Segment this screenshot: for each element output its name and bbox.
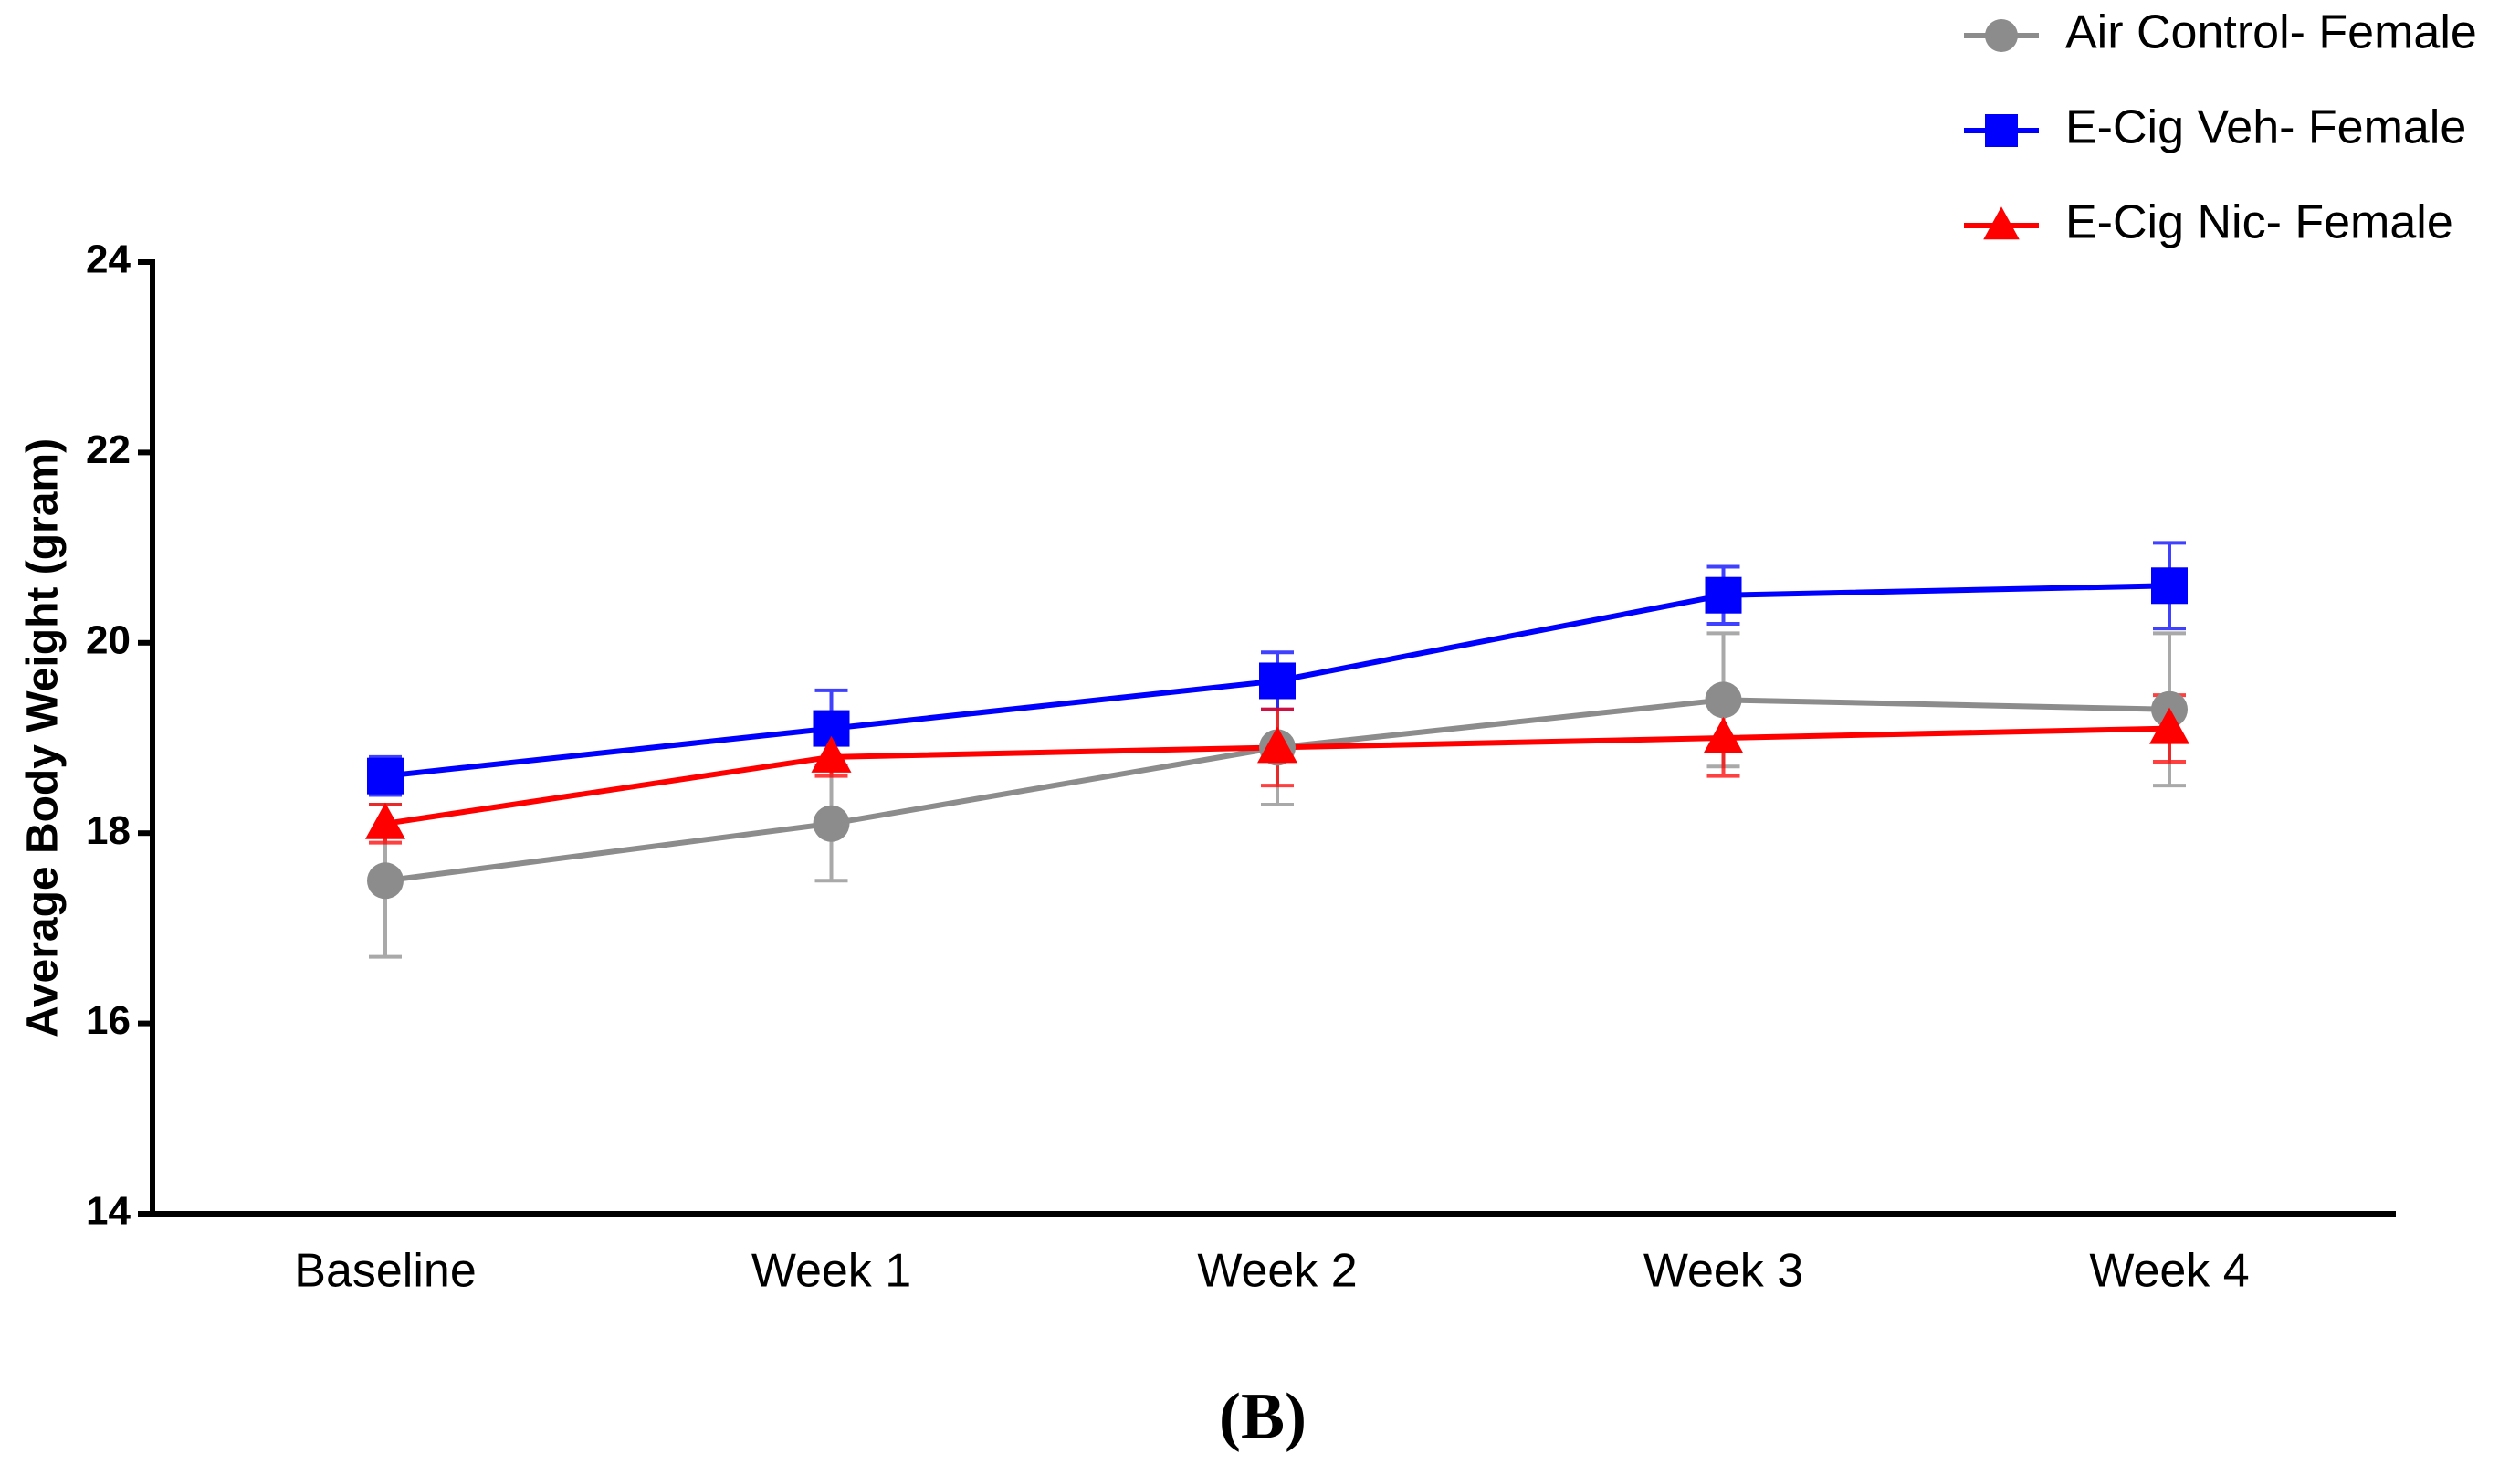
x-tick-label: Baseline bbox=[294, 1245, 476, 1298]
marker bbox=[2151, 567, 2188, 605]
panel-label: (B) bbox=[1219, 1380, 1307, 1453]
marker bbox=[1259, 662, 1296, 700]
marker bbox=[813, 805, 850, 842]
marker bbox=[367, 757, 404, 795]
y-tick-label: 22 bbox=[86, 427, 131, 472]
marker bbox=[1705, 681, 1742, 719]
legend-marker bbox=[1985, 19, 2018, 52]
x-tick-label: Week 2 bbox=[1197, 1245, 1357, 1298]
marker bbox=[811, 735, 852, 773]
marker bbox=[1257, 726, 1297, 764]
y-tick-label: 18 bbox=[86, 808, 131, 853]
marker bbox=[367, 862, 404, 900]
legend-label: E-Cig Veh- Female bbox=[2065, 101, 2466, 154]
marker bbox=[1705, 576, 1742, 614]
y-tick-label: 24 bbox=[86, 237, 131, 282]
y-axis-label: Average Body Weight (gram) bbox=[19, 438, 68, 1038]
legend-label: E-Cig Nic- Female bbox=[2065, 196, 2453, 249]
marker bbox=[2149, 707, 2189, 744]
legend-marker bbox=[1983, 206, 2020, 240]
x-tick-label: Week 4 bbox=[2089, 1245, 2249, 1298]
x-tick-label: Week 3 bbox=[1643, 1245, 1803, 1298]
legend-marker bbox=[1985, 114, 2018, 147]
legend-label: Air Control- Female bbox=[2065, 6, 2477, 59]
y-tick-label: 16 bbox=[86, 998, 131, 1043]
x-tick-label: Week 1 bbox=[751, 1245, 911, 1298]
marker bbox=[1703, 717, 1744, 753]
y-tick-label: 14 bbox=[86, 1189, 131, 1234]
marker bbox=[365, 802, 405, 839]
y-tick-label: 20 bbox=[86, 617, 131, 662]
